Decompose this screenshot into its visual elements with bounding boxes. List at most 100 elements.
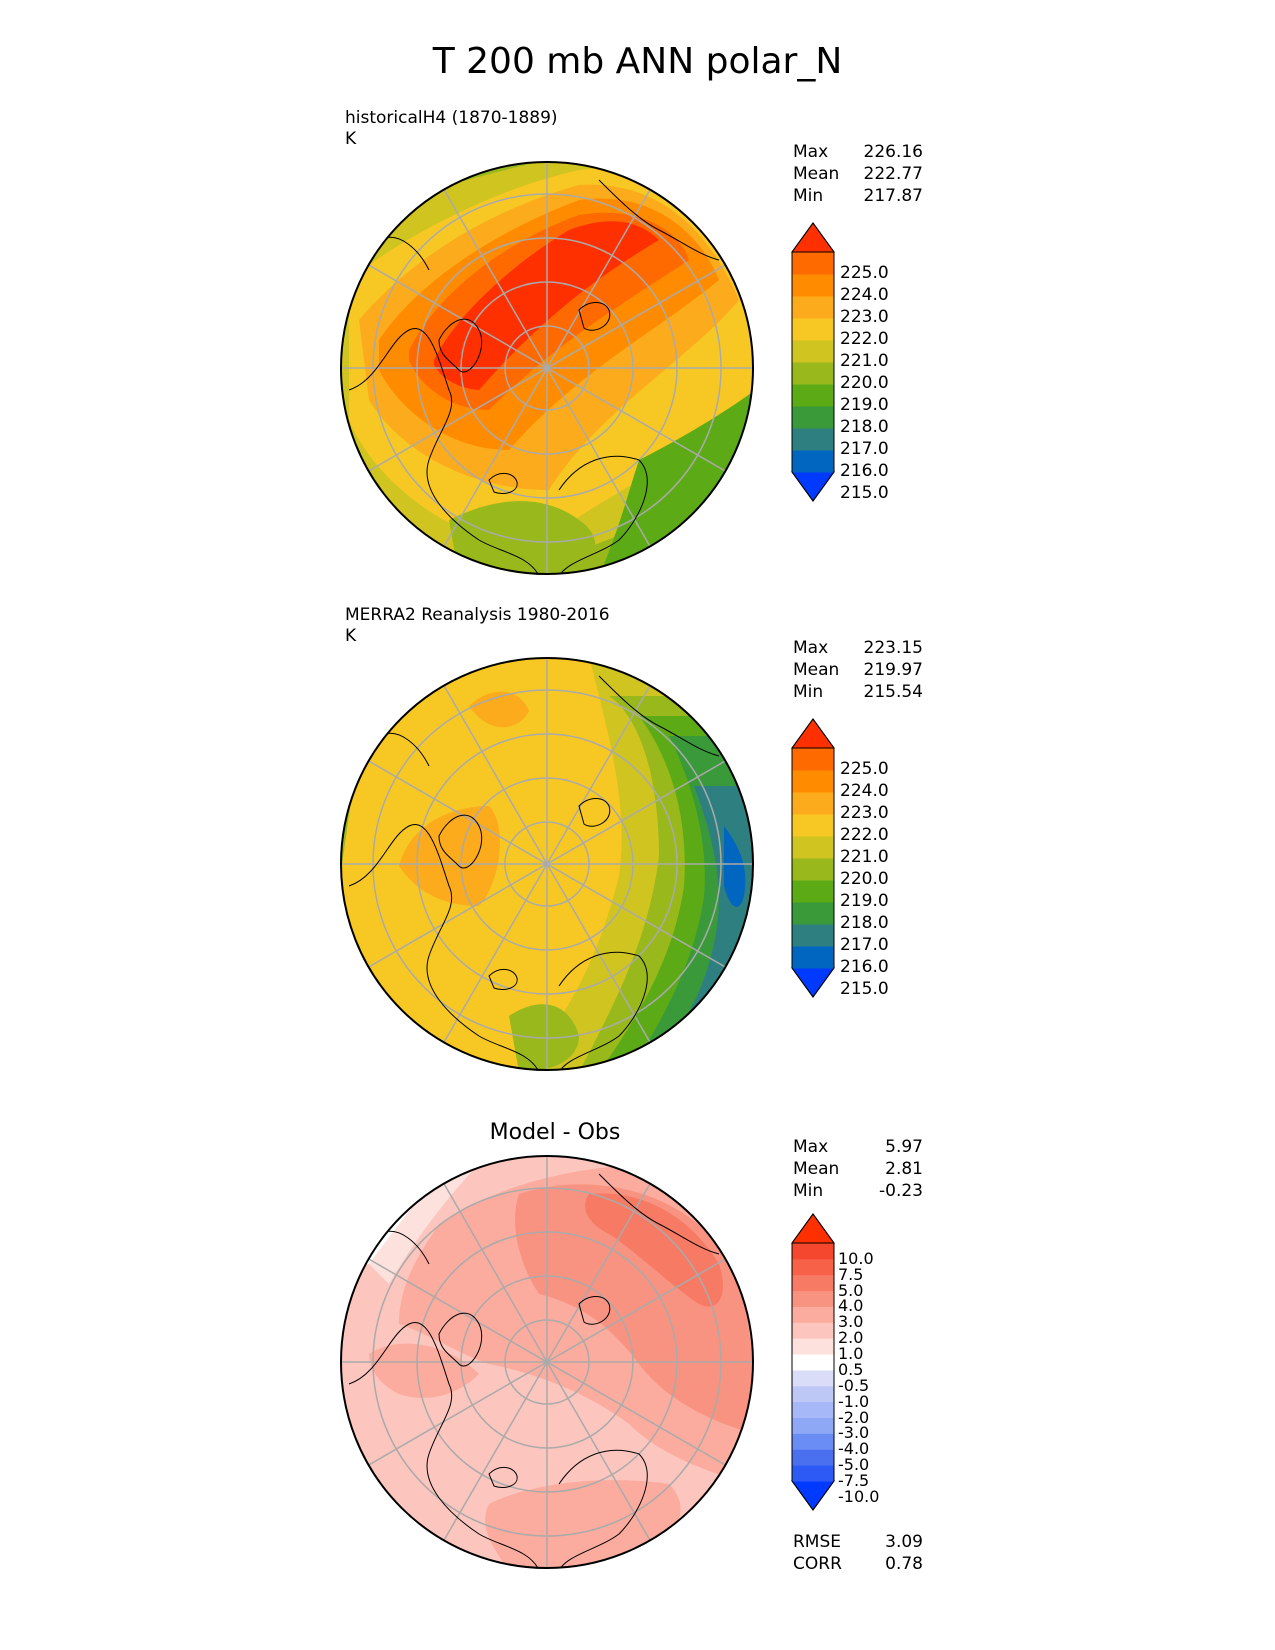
colorbar-tick-label: 224.0 xyxy=(840,781,889,801)
colorbar-segment xyxy=(792,1290,834,1307)
metric-rmse: 3.09 xyxy=(885,1532,923,1552)
metric-label: RMSE xyxy=(793,1532,842,1552)
colorbar-tick-label: 2.0 xyxy=(838,1328,864,1348)
stat-label: Max xyxy=(793,142,829,162)
colorbar-segment xyxy=(792,450,834,473)
panel-title: MERRA2 Reanalysis 1980-2016 xyxy=(345,605,610,625)
panel-units: K xyxy=(345,129,357,149)
stat-min: 215.54 xyxy=(863,682,923,702)
colorbar-tick-label: 220.0 xyxy=(840,373,889,393)
colorbar-tick-label: 220.0 xyxy=(840,869,889,889)
colorbar-tick-label: 221.0 xyxy=(840,351,889,371)
colorbar-tick-label: 225.0 xyxy=(840,759,889,779)
colorbar-outline xyxy=(791,718,835,998)
stat-label: Min xyxy=(793,186,824,206)
colorbar-tick-label: 1.0 xyxy=(838,1344,864,1364)
colorbar-tick-label: -7.5 xyxy=(838,1471,870,1490)
panel-ref: MERRA2 Reanalysis 1980-2016 K xyxy=(0,0,1275,1071)
colorbar-extend-min xyxy=(791,967,835,998)
stats-box: Max 5.97 Mean 2.81 Min -0.23 xyxy=(793,1136,923,1202)
stat-max: 5.97 xyxy=(885,1137,923,1157)
panel-title: Model - Obs xyxy=(489,1120,621,1145)
colorbar-segment xyxy=(792,1449,834,1466)
stat-label: Min xyxy=(793,682,824,702)
metrics-box: RMSE 3.09 CORR 0.78 xyxy=(793,1531,923,1575)
metric-corr: 0.78 xyxy=(885,1554,923,1574)
colorbar-tick-label: 218.0 xyxy=(840,913,889,933)
polar-map-test xyxy=(340,161,754,575)
stat-label: Mean xyxy=(793,660,840,680)
colorbar-tick-label: 215.0 xyxy=(840,483,889,503)
colorbar-tick-label: 0.5 xyxy=(838,1359,864,1379)
colorbar-tick-label: 224.0 xyxy=(840,285,889,305)
polar-map-diff xyxy=(340,1155,754,1569)
stat-mean: 2.81 xyxy=(885,1159,923,1179)
colorbar-tick-label: 218.0 xyxy=(840,417,889,437)
stat-label: Mean xyxy=(793,1159,840,1179)
colorbar-segment xyxy=(792,296,834,319)
colorbar-segment xyxy=(792,792,834,815)
colorbar-segment xyxy=(792,1401,834,1419)
colorbar-segment xyxy=(792,362,834,385)
colorbar-tick-label: 223.0 xyxy=(840,307,889,327)
colorbar-tick-label: 222.0 xyxy=(840,825,889,845)
colorbar-extend-min xyxy=(791,1480,835,1511)
colorbar-tick-label: -3.0 xyxy=(838,1423,870,1443)
colorbar-segment xyxy=(792,814,834,837)
colorbar-tick-label: 217.0 xyxy=(840,935,889,955)
colorbar-diff xyxy=(791,1213,835,1511)
colorbar-tick-label: -2.0 xyxy=(838,1407,870,1427)
stat-label: Min xyxy=(793,1181,824,1201)
colorbar-outline xyxy=(791,222,835,502)
colorbar-tick-label: -4.0 xyxy=(838,1439,870,1459)
colorbar-tick-label: 221.0 xyxy=(840,847,889,867)
colorbar-segment xyxy=(792,748,834,771)
colorbar-segment xyxy=(792,428,834,451)
colorbar-segment xyxy=(792,836,834,859)
colorbar-segment xyxy=(792,858,834,881)
colorbar-extend-max xyxy=(791,1213,835,1244)
colorbar-segment xyxy=(792,902,834,925)
polar-map-ref xyxy=(340,657,754,1071)
stat-max: 223.15 xyxy=(863,638,923,658)
colorbar-segment xyxy=(792,406,834,429)
colorbar-segment xyxy=(792,1417,834,1434)
colorbar-segment xyxy=(792,1258,834,1276)
panel-test: historicalH4 (1870-1889) K xyxy=(0,0,1275,575)
colorbar-segment xyxy=(792,1243,834,1260)
colorbar-tick-label: 216.0 xyxy=(840,461,889,481)
stat-label: Max xyxy=(793,1137,829,1157)
colorbar-tick-label: -5.0 xyxy=(838,1455,870,1475)
stat-mean: 219.97 xyxy=(863,660,923,680)
colorbar-segment xyxy=(792,880,834,903)
colorbar-segment xyxy=(792,1306,834,1323)
stat-label: Mean xyxy=(793,164,840,184)
colorbar-tick-label: -10.0 xyxy=(838,1486,880,1506)
colorbar-segment xyxy=(792,1322,834,1339)
colorbar-segment xyxy=(792,340,834,363)
colorbar-tick-label: 222.0 xyxy=(840,329,889,349)
colorbar-segment xyxy=(792,770,834,793)
colorbar-segment xyxy=(792,946,834,969)
colorbar-extend-max xyxy=(791,718,835,749)
colorbar-tick-label: 3.0 xyxy=(838,1312,864,1332)
colorbar-tick-label: 7.5 xyxy=(838,1264,864,1284)
colorbar-tick-label: 223.0 xyxy=(840,803,889,823)
colorbar-segment xyxy=(792,384,834,407)
colorbar-tick-label: 4.0 xyxy=(838,1296,864,1316)
colorbar-segment xyxy=(792,1354,834,1371)
colorbar-segment xyxy=(792,1385,834,1403)
stat-min: -0.23 xyxy=(879,1181,923,1201)
colorbar-segment xyxy=(792,1369,834,1387)
panel-title: historicalH4 (1870-1889) xyxy=(345,108,558,128)
stat-max: 226.16 xyxy=(863,142,923,162)
stat-label: Max xyxy=(793,638,829,658)
panel-diff: Model - Obs xyxy=(0,0,1275,1574)
colorbar-tick-label: 216.0 xyxy=(840,957,889,977)
stats-box: Max 226.16 Mean 222.77 Min 217.87 xyxy=(793,141,923,207)
colorbar-test xyxy=(791,222,835,502)
stat-mean: 222.77 xyxy=(863,164,923,184)
colorbar-segment xyxy=(792,1433,834,1450)
colorbar-tick-label: -1.0 xyxy=(838,1391,870,1411)
colorbar-tick-label: -0.5 xyxy=(838,1375,870,1395)
